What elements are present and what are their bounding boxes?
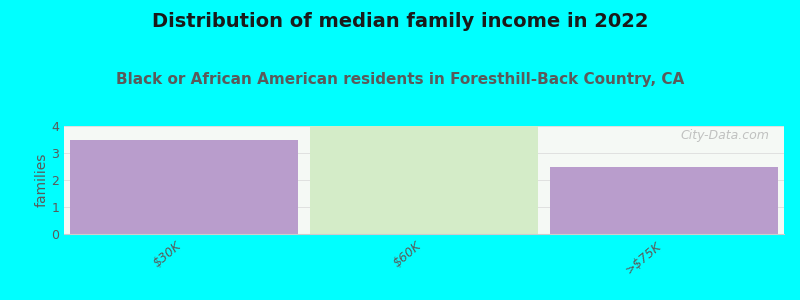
Bar xyxy=(70,140,298,234)
Bar xyxy=(310,126,538,234)
Bar xyxy=(550,167,778,234)
Y-axis label: families: families xyxy=(34,153,48,207)
Text: Black or African American residents in Foresthill-Back Country, CA: Black or African American residents in F… xyxy=(116,72,684,87)
Text: City-Data.com: City-Data.com xyxy=(681,129,770,142)
Text: Distribution of median family income in 2022: Distribution of median family income in … xyxy=(152,12,648,31)
